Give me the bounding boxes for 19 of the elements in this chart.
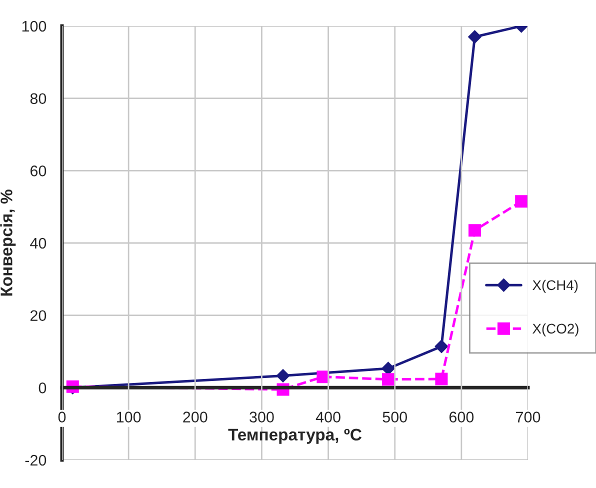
x-tick-label: 200 [183, 412, 208, 422]
x-tick-label: 300 [250, 412, 274, 422]
y-tick-label: 100 [22, 20, 46, 32]
legend-label: X(CH4) [532, 280, 578, 293]
legend-label: X(CO2) [532, 323, 578, 336]
x-tick-label: 600 [449, 412, 474, 422]
x-tick-label: 0 [58, 412, 66, 422]
y-tick-label: 20 [30, 310, 46, 322]
y-tick-label: 0 [38, 382, 46, 394]
x-tick-label: 500 [382, 412, 408, 422]
y-tick-label: 80 [30, 93, 46, 104]
x-tick-label: 100 [116, 412, 141, 422]
y-tick-label: 40 [30, 238, 46, 249]
y-tick-label: -20 [25, 454, 46, 466]
x-tick-label: 700 [516, 412, 540, 422]
x-tick-label: 400 [316, 412, 340, 422]
y-axis-title: Конверсія, % [0, 190, 16, 296]
x-axis-title: Температура, ºC [228, 428, 362, 444]
y-tick-label: 60 [30, 166, 46, 176]
